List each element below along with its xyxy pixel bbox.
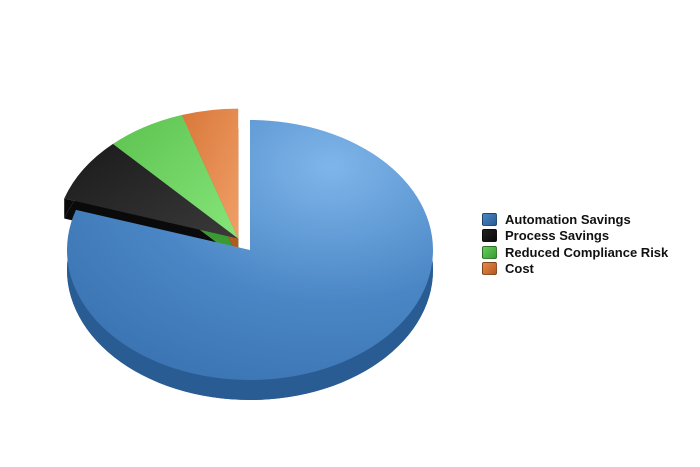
legend: Automation Savings Process Savings Reduced… <box>482 211 668 277</box>
legend-item: Automation Savings <box>482 211 668 228</box>
legend-swatch <box>482 245 497 259</box>
pie-slice-automation-savings <box>67 120 434 380</box>
legend-item: Reduced Compliance Risk <box>482 244 668 261</box>
legend-item: Process Savings <box>482 228 668 245</box>
pie-slice-cost <box>181 108 239 239</box>
legend-swatch <box>482 229 497 243</box>
legend-label: Cost <box>505 261 534 277</box>
legend-swatch <box>482 212 497 226</box>
pie-slice-reduced-compliance-risk <box>112 115 239 239</box>
pie-slice-process-savings <box>64 143 239 239</box>
legend-label: Reduced Compliance Risk <box>505 244 669 260</box>
legend-label: Process Savings <box>505 228 610 244</box>
legend-item: Cost <box>482 261 668 278</box>
legend-swatch <box>482 262 497 276</box>
legend-label: Automation Savings <box>505 211 631 227</box>
